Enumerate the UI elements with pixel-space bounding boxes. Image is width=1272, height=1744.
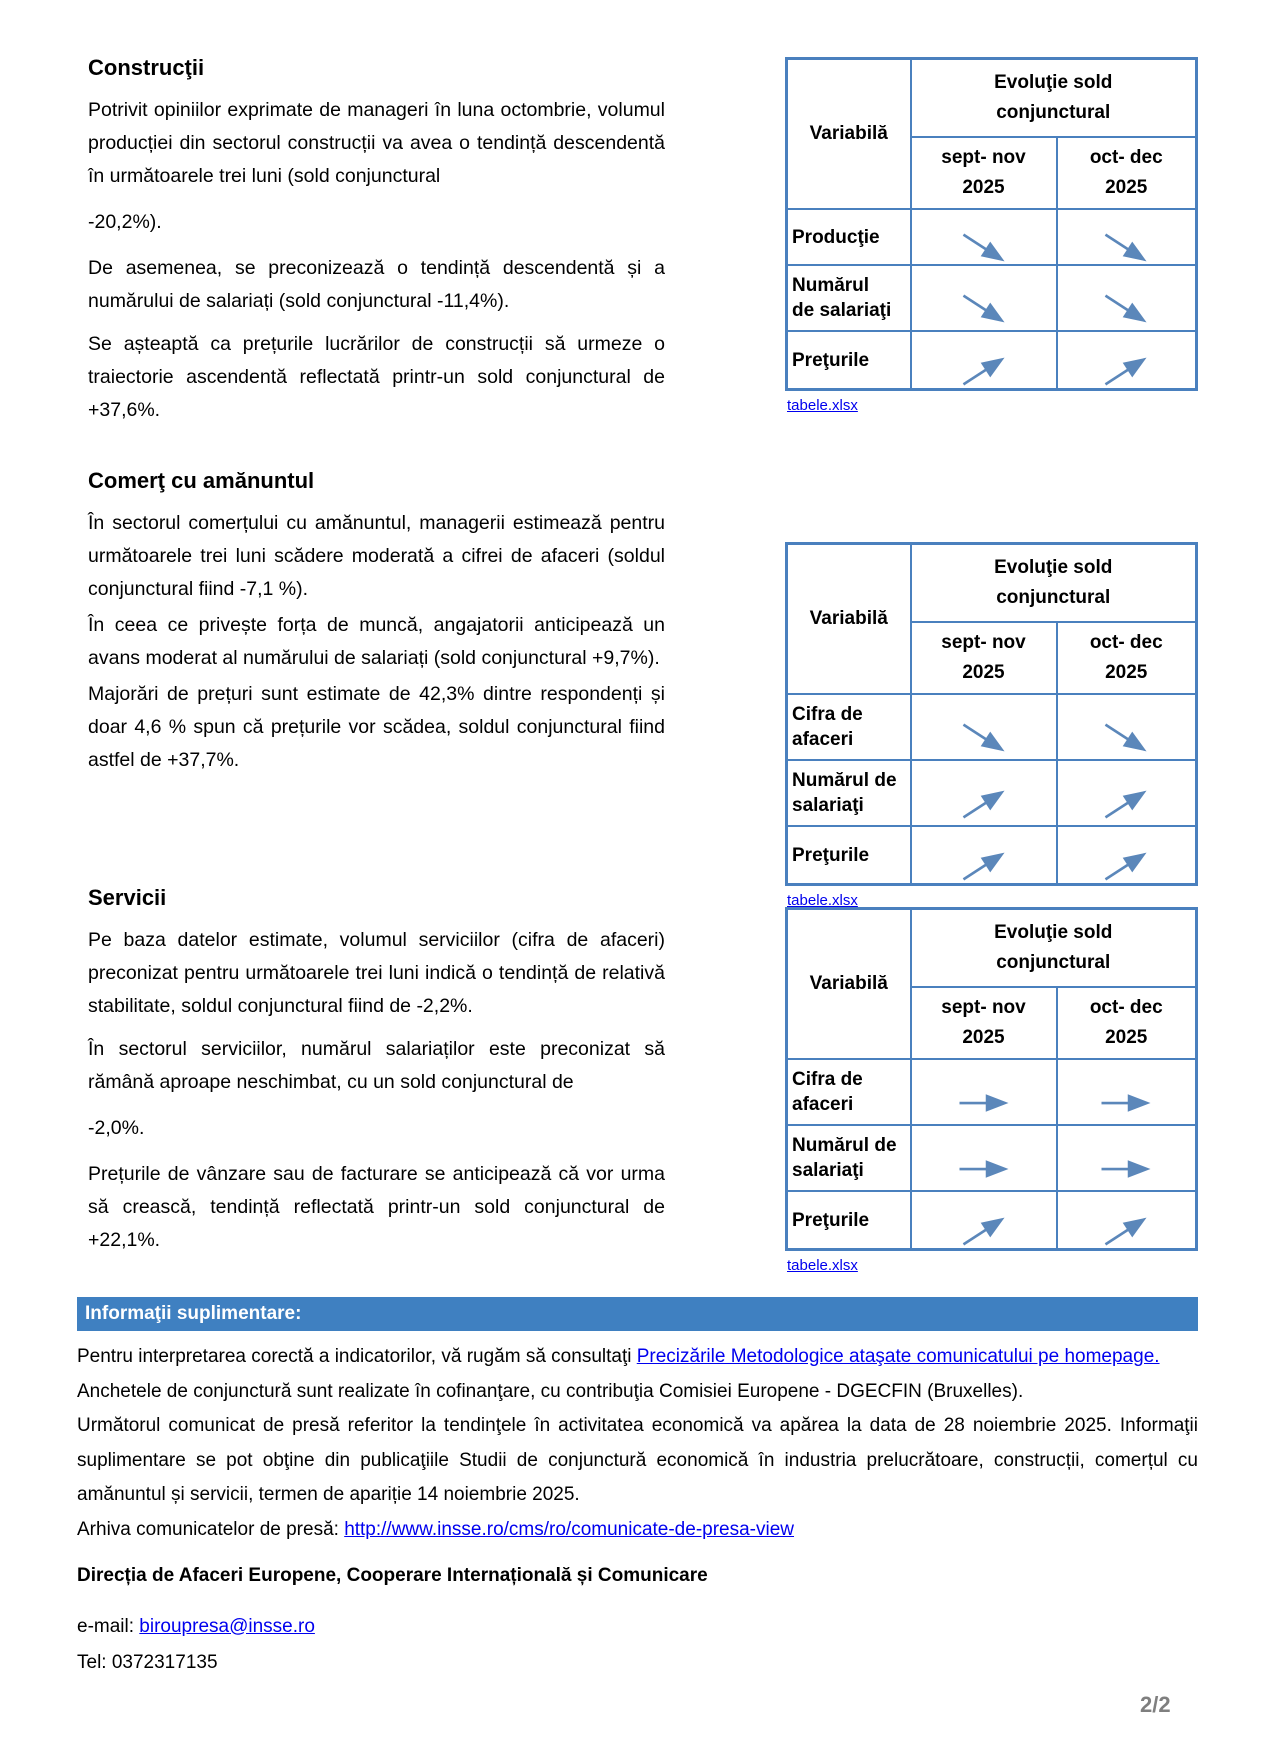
table-header-period-1: sept- nov 2025 bbox=[909, 986, 1058, 1060]
info-paragraph-next-release: Următorul comunicat de presă referitor l… bbox=[77, 1415, 1198, 1505]
email-label: e-mail: bbox=[77, 1615, 140, 1637]
trend-flat-icon bbox=[1101, 1160, 1151, 1178]
trend-down-icon bbox=[1104, 233, 1147, 262]
trend-cell bbox=[1055, 1124, 1198, 1192]
table-header-evolution: Evoluţie sold conjunctural bbox=[909, 907, 1198, 988]
trend-down-icon bbox=[1104, 294, 1147, 323]
table-header-evolution: Evoluţie sold conjunctural bbox=[909, 57, 1198, 138]
paragraph: Potrivit opiniilor exprimate de manageri… bbox=[88, 99, 665, 187]
paragraph: În sectorul comerțului cu amănuntul, man… bbox=[88, 512, 665, 600]
constructii-trend-table: Variabilă Evoluţie sold conjunctural sep… bbox=[785, 57, 1198, 415]
table-header-period-2: oct- dec 2025 bbox=[1055, 986, 1198, 1060]
paragraph: -20,2%). bbox=[88, 211, 162, 233]
trend-down-icon bbox=[1104, 723, 1147, 752]
page-number: 2/2 bbox=[1140, 1692, 1171, 1717]
trend-up-icon bbox=[1104, 790, 1147, 819]
section-servicii: Servicii Pe baza datelor estimate, volum… bbox=[88, 885, 665, 1267]
trend-cell bbox=[909, 264, 1058, 332]
section-heading-comert: Comerţ cu amănuntul bbox=[88, 468, 315, 493]
paragraph: Prețurile de vânzare sau de facturare se… bbox=[88, 1163, 665, 1251]
row-label: Preţurile bbox=[785, 330, 912, 391]
table-header-evolution: Evoluţie sold conjunctural bbox=[909, 542, 1198, 623]
info-section: Informaţii suplimentare: Pentru interpre… bbox=[77, 1297, 1198, 1681]
info-paragraph-methodology: Pentru interpretarea corectă a indicator… bbox=[77, 1340, 1198, 1375]
row-label: Numărul de salariaţi bbox=[785, 264, 912, 332]
row-label: Cifra de afaceri bbox=[785, 693, 912, 761]
info-paragraph-archive: Arhiva comunicatelor de presă: http://ww… bbox=[77, 1513, 1198, 1548]
trend-cell bbox=[1055, 1058, 1198, 1126]
paragraph: În ceea ce privește forța de muncă, anga… bbox=[88, 614, 665, 669]
paragraph: De asemenea, se preconizează o tendință … bbox=[88, 257, 665, 312]
trend-cell bbox=[909, 1058, 1058, 1126]
trend-down-icon bbox=[962, 233, 1005, 262]
table-header-period-1: sept- nov 2025 bbox=[909, 621, 1058, 695]
trend-up-icon bbox=[1104, 1217, 1147, 1246]
trend-cell bbox=[909, 330, 1058, 391]
trend-cell bbox=[909, 759, 1058, 827]
row-label: Numărul de salariaţi bbox=[785, 1124, 912, 1192]
trend-cell bbox=[1055, 693, 1198, 761]
paragraph: Pe baza datelor estimate, volumul servic… bbox=[88, 929, 665, 1017]
table-header-period-2: oct- dec 2025 bbox=[1055, 621, 1198, 695]
servicii-trend-table: Variabilă Evoluţie sold conjunctural sep… bbox=[785, 907, 1198, 1275]
tabele-xlsx-link[interactable]: tabele.xlsx bbox=[787, 892, 858, 909]
trend-cell bbox=[909, 1190, 1058, 1251]
trend-flat-icon bbox=[959, 1094, 1008, 1112]
trend-up-icon bbox=[1104, 357, 1147, 386]
row-label: Numărul de salariaţi bbox=[785, 759, 912, 827]
info-text: Arhiva comunicatelor de presă: bbox=[77, 1518, 345, 1540]
paragraph: -2,0%. bbox=[88, 1117, 145, 1139]
email-line: e-mail: biroupresa@insse.ro bbox=[77, 1610, 1198, 1645]
trend-up-icon bbox=[962, 1217, 1005, 1246]
trend-down-icon bbox=[962, 723, 1005, 752]
trend-cell bbox=[909, 693, 1058, 761]
info-paragraph-cofinance: Anchetele de conjunctură sunt realizate … bbox=[77, 1380, 1024, 1402]
section-heading-servicii: Servicii bbox=[88, 885, 167, 910]
info-banner: Informaţii suplimentare: bbox=[77, 1297, 1198, 1331]
info-text: Pentru interpretarea corectă a indicator… bbox=[77, 1346, 637, 1367]
trend-cell bbox=[909, 825, 1058, 886]
email-link[interactable]: biroupresa@insse.ro bbox=[139, 1615, 315, 1637]
trend-cell bbox=[1055, 1190, 1198, 1251]
methodology-link[interactable]: Precizările Metodologice ataşate comunic… bbox=[636, 1346, 1160, 1367]
table-header-variable: Variabilă bbox=[785, 57, 912, 210]
trend-cell bbox=[1055, 330, 1198, 391]
trend-up-icon bbox=[962, 852, 1005, 881]
section-heading-constructii: Construcţii bbox=[88, 55, 205, 80]
phone-line: Tel: 0372317135 bbox=[77, 1652, 218, 1673]
table-header-variable: Variabilă bbox=[785, 907, 912, 1060]
section-comert: Comerţ cu amănuntul În sectorul comerțul… bbox=[88, 468, 665, 787]
tabele-xlsx-link[interactable]: tabele.xlsx bbox=[787, 397, 858, 414]
row-label: Cifra de afaceri bbox=[785, 1058, 912, 1126]
trend-up-icon bbox=[962, 357, 1005, 386]
row-label: Preţurile bbox=[785, 825, 912, 886]
trend-cell bbox=[909, 1124, 1058, 1192]
press-archive-link[interactable]: http://www.insse.ro/cms/ro/comunicate-de… bbox=[344, 1518, 795, 1540]
row-label: Producţie bbox=[785, 208, 912, 266]
trend-flat-icon bbox=[1101, 1094, 1151, 1112]
trend-up-icon bbox=[962, 790, 1005, 819]
trend-cell bbox=[1055, 208, 1198, 266]
trend-up-icon bbox=[1104, 852, 1147, 881]
trend-cell bbox=[1055, 825, 1198, 886]
tabele-xlsx-link[interactable]: tabele.xlsx bbox=[787, 1257, 858, 1274]
trend-cell bbox=[909, 208, 1058, 266]
comert-trend-table: Variabilă Evoluţie sold conjunctural sep… bbox=[785, 542, 1198, 910]
trend-down-icon bbox=[962, 294, 1005, 323]
trend-flat-icon bbox=[959, 1160, 1008, 1178]
trend-cell bbox=[1055, 264, 1198, 332]
trend-cell bbox=[1055, 759, 1198, 827]
table-header-period-1: sept- nov 2025 bbox=[909, 136, 1058, 210]
paragraph: Majorări de prețuri sunt estimate de 42,… bbox=[88, 683, 665, 771]
paragraph: În sectorul serviciilor, numărul salaria… bbox=[88, 1038, 665, 1093]
row-label: Preţurile bbox=[785, 1190, 912, 1251]
table-header-variable: Variabilă bbox=[785, 542, 912, 695]
department-name: Direcția de Afaceri Europene, Cooperare … bbox=[77, 1565, 708, 1586]
section-constructii: Construcţii Potrivit opiniilor exprimate… bbox=[88, 55, 665, 437]
paragraph: Se așteaptă ca prețurile lucrărilor de c… bbox=[88, 333, 665, 421]
table-header-period-2: oct- dec 2025 bbox=[1055, 136, 1198, 210]
